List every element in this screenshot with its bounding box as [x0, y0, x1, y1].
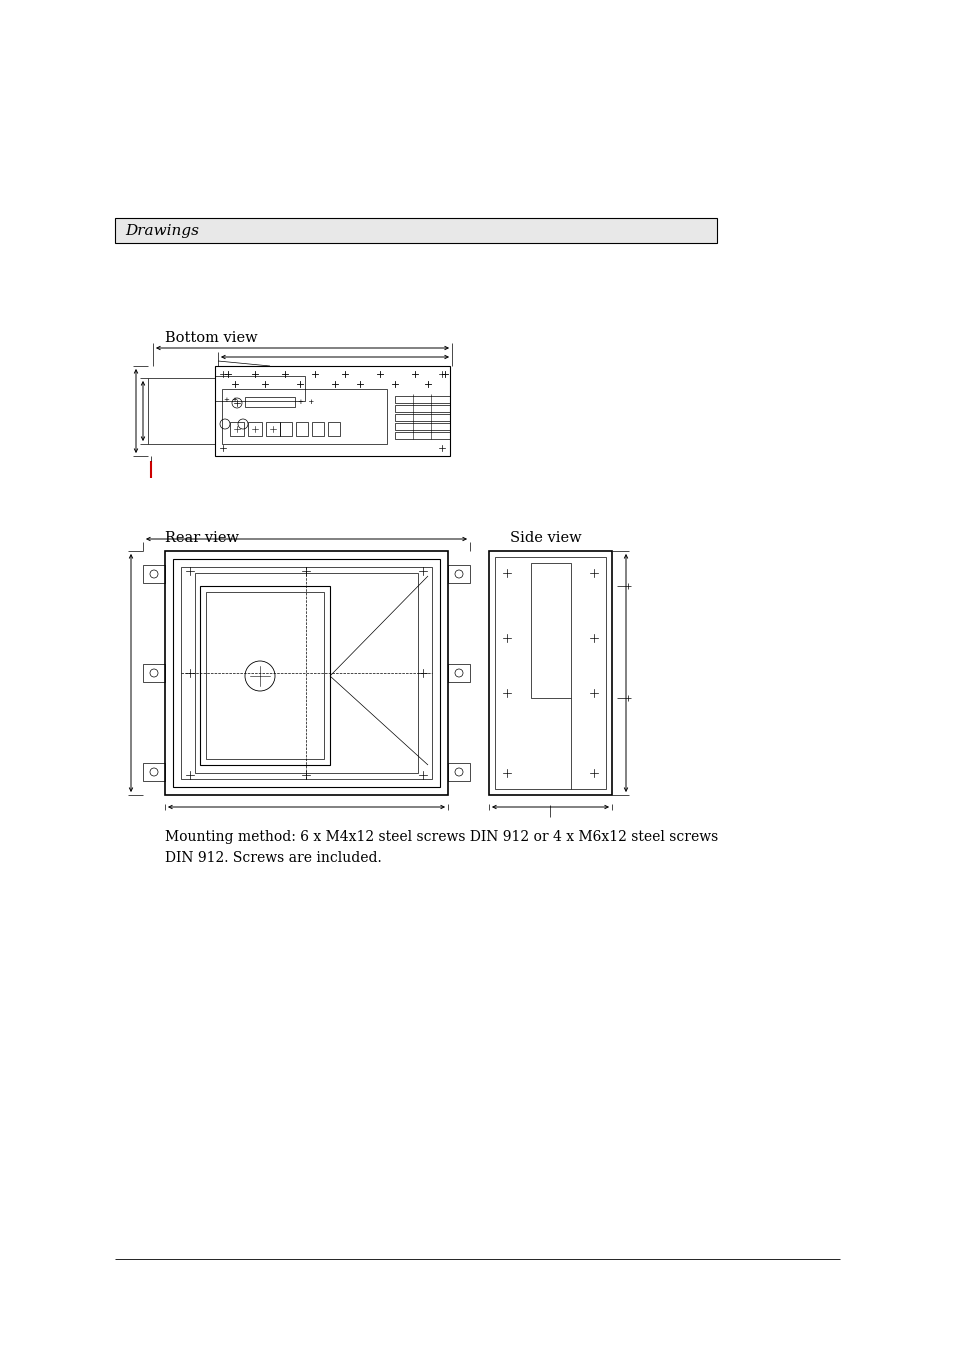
Bar — [222, 389, 387, 444]
Text: Rear view: Rear view — [165, 531, 239, 544]
Bar — [280, 422, 292, 436]
Bar — [115, 218, 717, 243]
Bar — [395, 396, 450, 403]
Text: Bottom view: Bottom view — [165, 331, 257, 345]
Bar — [200, 586, 330, 765]
Bar — [266, 422, 280, 436]
Bar — [165, 551, 448, 794]
Bar — [206, 592, 324, 759]
Bar — [395, 413, 450, 422]
Bar — [214, 366, 450, 457]
Bar — [448, 763, 470, 781]
Bar — [448, 565, 470, 584]
Bar — [495, 557, 605, 789]
Bar — [489, 551, 612, 794]
Bar — [395, 405, 450, 412]
Text: Mounting method: 6 x M4x12 steel screws DIN 912 or 4 x M6x12 steel screws
DIN 91: Mounting method: 6 x M4x12 steel screws … — [165, 830, 718, 865]
Bar — [248, 422, 262, 436]
Bar — [143, 565, 165, 584]
Bar — [295, 422, 308, 436]
Text: Side view: Side view — [510, 531, 581, 544]
Bar — [172, 559, 439, 788]
Bar — [448, 663, 470, 682]
Bar — [531, 563, 571, 698]
Bar — [328, 422, 339, 436]
Bar — [395, 423, 450, 430]
Bar — [143, 763, 165, 781]
Bar — [194, 573, 417, 773]
Text: Drawings: Drawings — [125, 223, 199, 238]
Bar — [395, 432, 450, 439]
Bar — [143, 663, 165, 682]
Bar — [214, 376, 305, 401]
Bar — [312, 422, 324, 436]
Bar — [181, 567, 432, 780]
Text: +  +: + + — [297, 399, 314, 405]
Text: + +: + + — [224, 397, 237, 403]
Bar — [148, 378, 214, 444]
Bar — [245, 397, 294, 407]
Bar — [230, 422, 244, 436]
